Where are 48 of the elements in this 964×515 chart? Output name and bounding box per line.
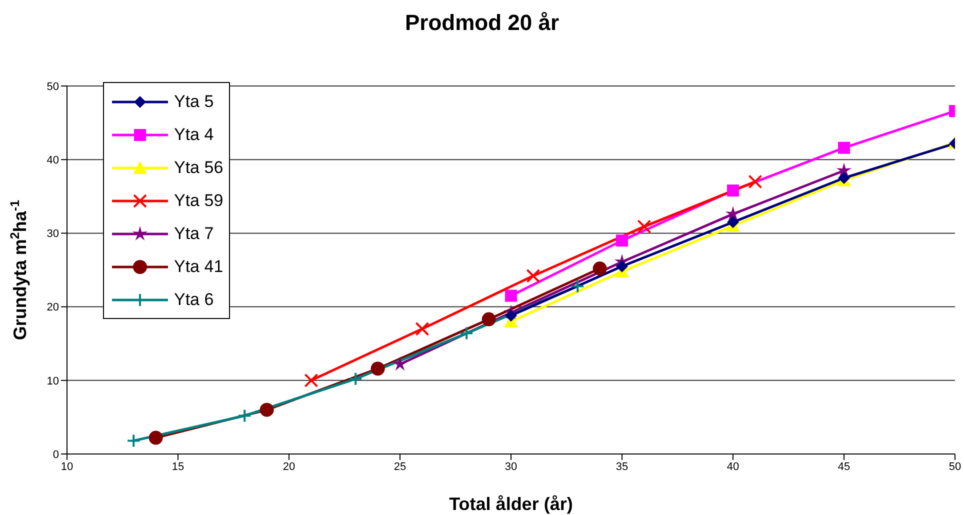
x-tick-label: 45 (838, 460, 850, 473)
x-tick-label: 50 (948, 460, 962, 473)
point (748, 174, 762, 189)
y-tick-label: 20 (46, 302, 59, 314)
x-tick-label: 25 (394, 460, 406, 473)
point (260, 402, 274, 417)
point (505, 290, 517, 302)
y-tick-label: 50 (46, 80, 59, 93)
point (505, 310, 517, 322)
point (637, 220, 652, 234)
x-tick-label: 10 (60, 460, 74, 473)
x-tick-label: 30 (504, 460, 518, 473)
legend-label: Yta 59 (174, 190, 224, 210)
point (370, 362, 385, 376)
point (126, 434, 141, 448)
point (727, 184, 739, 197)
legend-label: Yta 41 (174, 256, 224, 276)
point (148, 430, 163, 445)
point (570, 279, 585, 294)
y-tick-label: 30 (46, 228, 59, 240)
point (304, 373, 318, 388)
point (392, 356, 408, 371)
chart-title: Prodmod 20 år (404, 10, 560, 36)
y-tick-label: 0 (52, 448, 59, 461)
x-axis-title: Total ålder (år) (449, 494, 573, 514)
point (482, 312, 496, 326)
point (616, 260, 628, 272)
point (238, 408, 252, 423)
point (592, 262, 607, 276)
x-tick-label: 40 (726, 460, 740, 473)
legend-label: Yta 5 (174, 92, 214, 112)
point (838, 142, 850, 154)
legend-label: Yta 4 (174, 124, 214, 144)
y-tick-label: 10 (46, 375, 59, 388)
point (415, 322, 430, 336)
point (348, 372, 363, 386)
point (616, 234, 628, 247)
x-tick-label: 15 (172, 460, 184, 473)
y-tick-label: 40 (46, 154, 59, 167)
point (460, 326, 474, 340)
legend-label: Yta 6 (174, 290, 214, 310)
x-tick-label: 35 (616, 460, 628, 473)
legend-label: Yta 56 (174, 158, 224, 178)
point (727, 216, 739, 228)
point (838, 172, 850, 184)
legend-label: Yta 7 (174, 224, 214, 244)
point (526, 268, 540, 283)
x-tick-label: 20 (282, 460, 296, 473)
